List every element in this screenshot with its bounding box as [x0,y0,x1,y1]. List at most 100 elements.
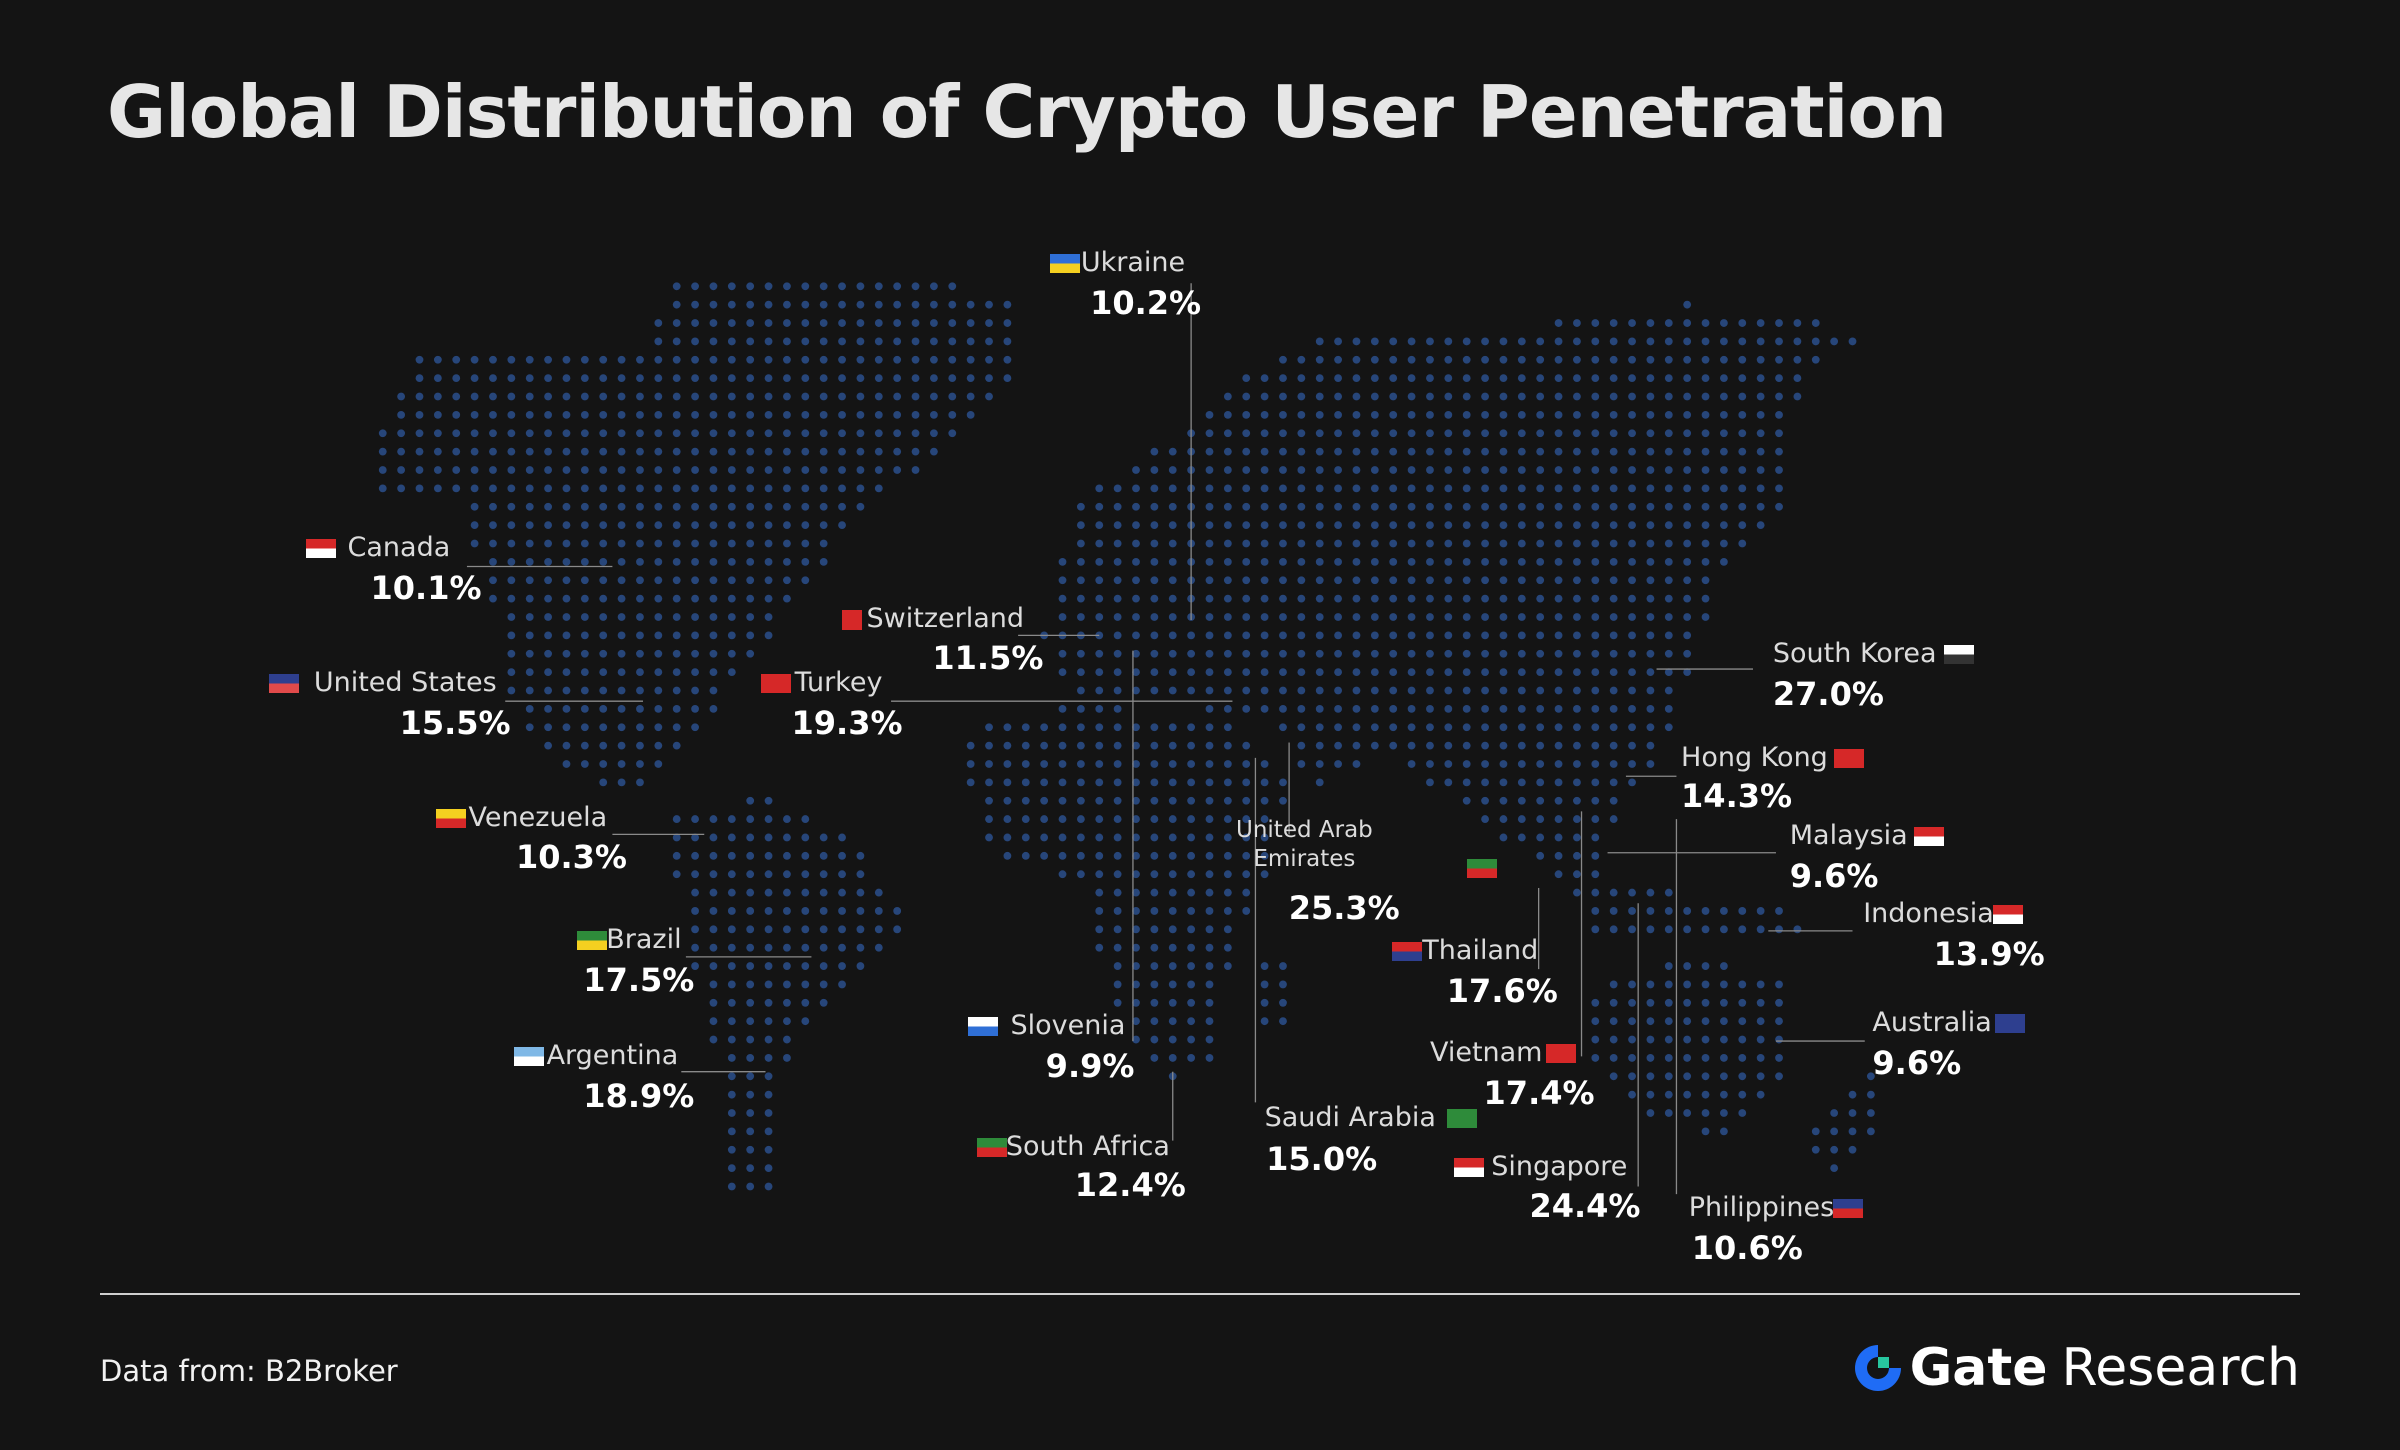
map-dot [562,741,571,750]
map-dot [764,943,773,952]
map-dot [1205,484,1214,493]
map-dot [1150,870,1159,879]
map-dot [1536,594,1545,603]
map-dot [1370,557,1379,566]
map-dot [1591,686,1600,695]
penetration-value: 11.5% [932,639,1044,678]
map-dot [1132,668,1140,677]
map-dot [746,1182,755,1191]
map-dot [874,925,883,934]
map-dot [1664,337,1673,346]
map-dot [525,594,534,603]
map-dot [1848,1127,1857,1136]
map-dot [691,686,699,695]
map-dot [1095,888,1104,897]
map-dot [1223,741,1232,750]
map-dot [1297,502,1306,511]
map-dot [1554,411,1563,419]
map-dot [874,888,883,897]
map-dot [746,1109,755,1117]
map-dot [930,392,938,401]
map-dot [1573,557,1581,566]
map-dot [1113,778,1122,787]
source: Data from: B2Broker [100,1354,398,1388]
map-dot [1426,686,1434,695]
penetration-value: 24.4% [1529,1187,1641,1226]
map-dot [1462,649,1471,658]
map-dot [1132,778,1140,787]
penetration-value: 25.3% [1288,888,1400,927]
map-dot [1150,484,1159,493]
map-dot [727,319,736,327]
map-dot [1517,649,1526,658]
penetration-value: 17.6% [1446,971,1558,1010]
map-dot [1573,668,1581,677]
map-dot [617,392,626,401]
map-dot [636,631,644,640]
map-dot [1426,484,1434,493]
map-dot [1517,668,1526,677]
map-dot [1352,631,1361,640]
map-dot [1242,907,1251,915]
map-dot [1297,649,1306,658]
map-dot [599,576,608,585]
map-dot [672,429,681,438]
map-dot [1407,576,1416,585]
map-dot [1664,925,1673,934]
map-dot [746,1054,755,1062]
map-dot [727,502,736,511]
map-dot [783,1054,791,1062]
map-dot [1573,686,1581,695]
map-dot [1407,337,1416,346]
map-dot [489,374,497,383]
map-dot [1609,888,1618,897]
map-dot [1205,686,1214,695]
map-dot [1150,907,1159,915]
map-dot [1628,907,1636,915]
map-dot [672,576,681,585]
map-dot [1187,778,1196,787]
map-dot [489,557,497,566]
map-dot [1113,557,1122,566]
map-dot [764,962,773,970]
map-dot [1775,374,1783,383]
map-dot [691,392,699,401]
map-dot [544,539,552,548]
map-dot [1407,613,1416,621]
map-dot [1609,502,1618,511]
map-dot [654,686,663,695]
flag-icon [1546,1044,1577,1064]
country-name: Vietnam [1429,1037,1543,1069]
map-dot [930,411,938,419]
map-dot [1720,355,1728,364]
map-dot [948,374,957,383]
map-dot [819,282,828,291]
map-dot [1279,778,1287,787]
map-dot [1003,778,1012,787]
map-dot [1076,668,1085,677]
map-dot [1260,557,1269,566]
map-dot [1076,521,1085,530]
map-dot [1609,631,1618,640]
map-dot [580,704,589,713]
map-dot [1370,521,1379,530]
map-dot [562,686,571,695]
map-dot [1334,649,1342,658]
map-dot [544,411,552,419]
map-dot [1628,1072,1636,1081]
map-dot [1370,539,1379,548]
map-dot [764,539,773,548]
map-dot [1279,613,1287,621]
map-dot [1095,907,1104,915]
map-dot [691,613,699,621]
map-dot [1352,668,1361,677]
map-dot [1297,557,1306,566]
map-dot [1076,723,1085,732]
map-dot [1315,539,1324,548]
map-dot [1481,778,1489,787]
map-dot [525,631,534,640]
map-dot [985,319,993,327]
map-dot [507,539,516,548]
flag-icon [760,673,791,693]
map-dot [489,392,497,401]
